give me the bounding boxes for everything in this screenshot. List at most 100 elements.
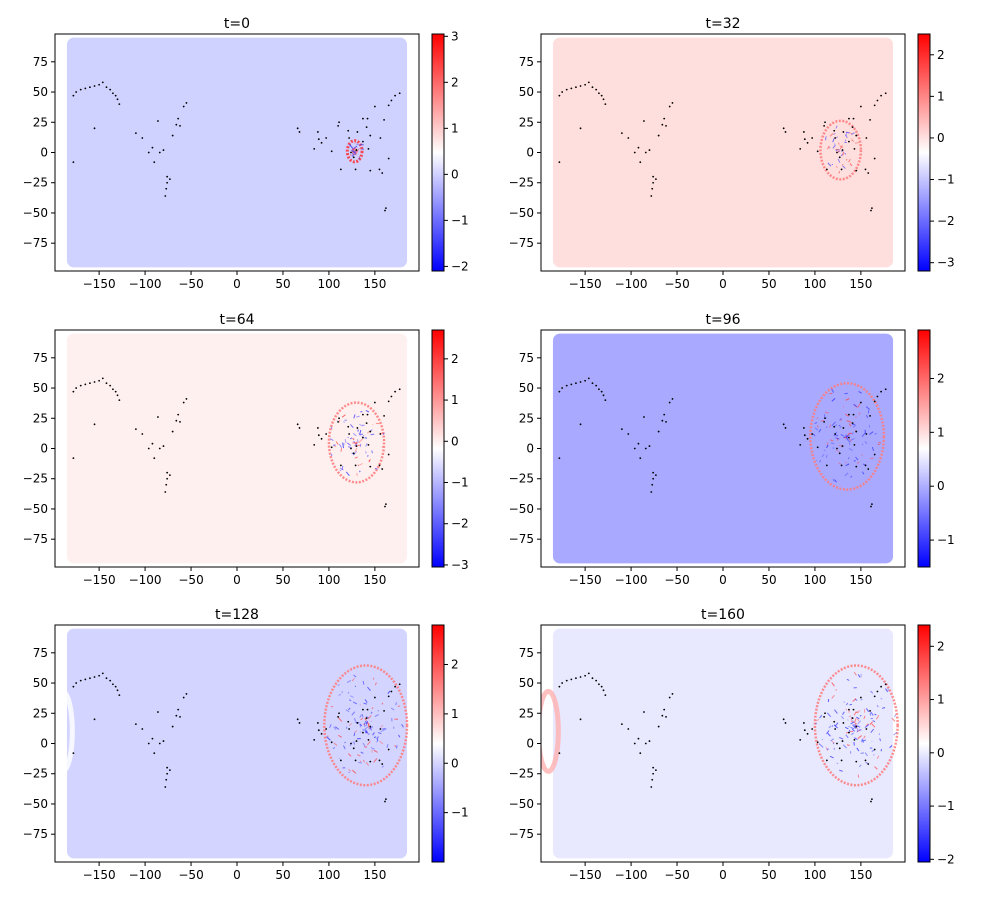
station-marker: [296, 718, 299, 721]
station-marker: [823, 715, 826, 718]
station-marker: [570, 678, 573, 681]
colorbar-tick-label: 2: [937, 639, 945, 653]
station-marker: [84, 87, 87, 90]
colorbar-tick-label: 0: [451, 756, 459, 770]
station-marker: [162, 445, 165, 447]
wave-pattern: [819, 119, 863, 181]
colorbar-tick-label: 0: [937, 479, 945, 493]
station-marker: [330, 150, 333, 153]
station-marker: [784, 722, 787, 724]
x-tick-label: 50: [761, 573, 776, 587]
station-marker: [385, 503, 387, 506]
station-marker: [75, 91, 78, 93]
station-marker: [806, 437, 809, 440]
field-background: [66, 37, 408, 268]
y-tick-label: 75: [519, 55, 534, 69]
station-marker: [558, 685, 561, 688]
station-marker: [347, 720, 350, 723]
station-marker: [884, 92, 887, 95]
station-marker: [339, 759, 342, 762]
station-marker: [853, 147, 856, 150]
station-marker: [362, 140, 364, 143]
station-marker: [79, 679, 82, 682]
station-marker: [806, 141, 809, 144]
station-marker: [668, 696, 671, 699]
station-marker: [811, 728, 814, 730]
station-marker: [871, 207, 873, 210]
station-marker: [296, 127, 299, 130]
station-marker: [72, 390, 75, 393]
station-marker: [387, 453, 390, 456]
station-marker: [362, 708, 364, 711]
station-marker: [661, 714, 664, 717]
station-marker: [852, 413, 855, 416]
station-marker: [166, 175, 169, 178]
station-marker: [595, 384, 598, 387]
station-marker: [825, 759, 828, 762]
colorbar-tick-label: 1: [937, 425, 945, 439]
station-marker: [633, 742, 636, 745]
station-marker: [316, 427, 319, 429]
station-marker: [587, 672, 590, 675]
station-marker: [668, 401, 671, 404]
x-tick-label: −150: [83, 868, 116, 882]
colorbar-tick-label: 2: [451, 352, 459, 366]
station-marker: [873, 453, 876, 456]
station-marker: [362, 117, 364, 120]
station-marker: [369, 134, 372, 137]
x-tick-label: 50: [761, 868, 776, 882]
station-marker: [595, 88, 598, 91]
station-marker: [157, 711, 159, 713]
y-tick-label: 75: [519, 351, 534, 365]
station-marker: [584, 674, 587, 677]
station-marker: [871, 503, 873, 506]
station-marker: [880, 94, 883, 97]
station-marker: [665, 715, 667, 718]
colorbar: [917, 33, 931, 272]
station-marker: [841, 740, 844, 742]
wave-pattern: [345, 139, 364, 164]
y-tick-label: 25: [33, 115, 48, 129]
station-marker: [851, 126, 854, 129]
x-tick-label: 150: [363, 573, 386, 587]
station-marker: [602, 98, 605, 101]
station-marker: [168, 474, 171, 477]
station-marker: [171, 725, 174, 728]
station-marker: [558, 390, 561, 393]
station-marker: [387, 748, 390, 751]
y-tick-label: 75: [33, 646, 48, 660]
colorbar: [431, 624, 445, 863]
colorbar-tick-label: 2: [937, 48, 945, 62]
station-marker: [595, 679, 598, 682]
station-marker: [98, 674, 101, 677]
station-marker: [869, 414, 871, 417]
field-background: [552, 333, 894, 564]
station-marker: [179, 420, 181, 423]
station-marker: [823, 124, 826, 127]
station-marker: [591, 677, 594, 680]
wave-pattern: [541, 664, 899, 787]
station-marker: [141, 728, 144, 730]
station-marker: [587, 81, 590, 84]
station-marker: [870, 800, 872, 803]
station-marker: [784, 131, 787, 133]
station-marker: [317, 138, 320, 141]
station-marker: [575, 677, 577, 680]
station-marker: [802, 427, 805, 429]
wave-pattern: [55, 664, 409, 787]
station-marker: [387, 104, 390, 107]
station-marker: [105, 677, 108, 680]
station-marker: [604, 103, 607, 106]
station-marker: [650, 786, 653, 788]
station-marker: [387, 400, 390, 403]
station-marker: [855, 134, 858, 137]
y-tick-label: 0: [526, 146, 534, 160]
station-marker: [876, 99, 879, 102]
station-marker: [166, 766, 169, 769]
station-marker: [93, 718, 96, 721]
station-marker: [177, 708, 180, 711]
station-marker: [654, 769, 657, 772]
station-marker: [362, 413, 364, 416]
station-marker: [561, 91, 564, 93]
